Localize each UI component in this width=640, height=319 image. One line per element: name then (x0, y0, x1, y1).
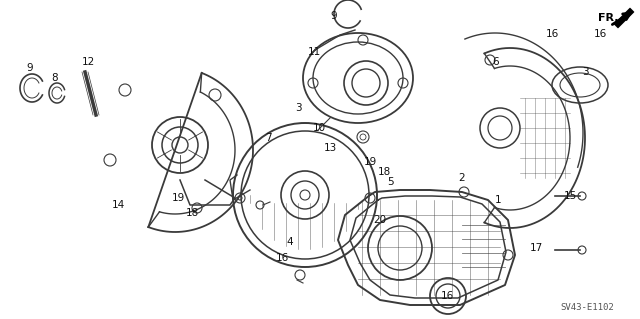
Text: 14: 14 (111, 200, 125, 210)
Text: 18: 18 (378, 167, 390, 177)
Text: 8: 8 (52, 73, 58, 83)
Text: 9: 9 (27, 63, 33, 73)
Text: 10: 10 (312, 123, 326, 133)
Text: SV43-E1102: SV43-E1102 (560, 303, 614, 313)
Text: 19: 19 (172, 193, 184, 203)
Text: 16: 16 (275, 253, 289, 263)
Text: 17: 17 (529, 243, 543, 253)
Text: 7: 7 (265, 133, 271, 143)
Text: FR.: FR. (598, 13, 618, 23)
Text: 6: 6 (493, 57, 499, 67)
Text: 3: 3 (294, 103, 301, 113)
Text: 4: 4 (287, 237, 293, 247)
Text: 13: 13 (323, 143, 337, 153)
Text: 9: 9 (331, 11, 337, 21)
Text: 20: 20 (373, 215, 387, 225)
Text: 5: 5 (387, 177, 394, 187)
Text: 11: 11 (307, 47, 321, 57)
Text: 19: 19 (364, 157, 376, 167)
Text: 16: 16 (593, 29, 607, 39)
Polygon shape (614, 8, 634, 28)
Text: 1: 1 (495, 195, 501, 205)
Text: 3: 3 (582, 67, 588, 77)
Text: 12: 12 (81, 57, 95, 67)
Text: 15: 15 (563, 191, 577, 201)
Text: 18: 18 (186, 208, 198, 218)
Text: 2: 2 (459, 173, 465, 183)
Text: 16: 16 (545, 29, 559, 39)
Text: 16: 16 (440, 291, 454, 301)
